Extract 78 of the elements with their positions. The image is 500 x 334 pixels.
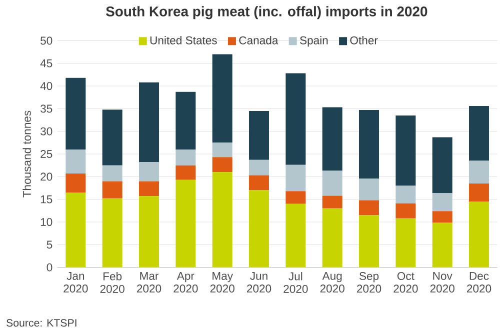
legend-label: Other: [350, 36, 378, 44]
bar: [139, 181, 159, 196]
y-tick-label: 5: [46, 240, 52, 249]
x-tick-label: Jan 2020: [64, 272, 88, 293]
x-tick-label: Aug 2020: [320, 272, 344, 293]
y-tick-label: 40: [40, 82, 52, 90]
bar: [322, 208, 342, 268]
bar: [212, 142, 232, 158]
bar: [359, 200, 380, 216]
bar: [139, 162, 159, 182]
bar: [249, 160, 269, 176]
bar: [469, 106, 490, 161]
legend-label: Canada: [239, 36, 278, 44]
legend-label: United States: [150, 36, 217, 44]
bar: [396, 186, 416, 204]
y-tick-label: 10: [40, 218, 52, 226]
y-tick-label: 0: [46, 263, 52, 272]
bar: [212, 157, 232, 172]
bar: [176, 165, 196, 180]
bar: [176, 180, 196, 268]
x-tick-label: May 2020: [210, 272, 234, 293]
y-tick-label: 20: [40, 172, 52, 181]
bar: [359, 215, 380, 268]
x-tick-label: Jul 2020: [284, 272, 308, 293]
bar: [286, 73, 306, 165]
x-tick-label: Apr 2020: [174, 272, 198, 293]
bar: [66, 78, 86, 150]
bar: [102, 110, 122, 166]
bar: [286, 191, 306, 204]
bar: [249, 190, 269, 268]
x-tick-label: Nov 2020: [430, 272, 454, 293]
bar: [249, 175, 269, 190]
y-axis-title: Thousand tonnes: [22, 110, 31, 198]
source-note: Source: KTSPI: [6, 319, 76, 327]
bar: [102, 198, 122, 268]
bar: [249, 110, 269, 160]
bar: [102, 165, 122, 182]
bar: [66, 173, 86, 193]
x-tick-label: Jun 2020: [247, 272, 272, 293]
bar: [286, 164, 306, 192]
bar: [359, 110, 380, 178]
bar: [396, 203, 416, 218]
bar: [396, 218, 416, 268]
x-tick-label: Mar 2020: [137, 272, 162, 293]
bar: [432, 211, 452, 222]
x-tick-label: Dec 2020: [467, 272, 492, 293]
y-tick-label: 35: [40, 104, 52, 113]
x-tick-label: Feb 2020: [100, 272, 124, 293]
bar: [66, 192, 86, 268]
y-tick-label: 45: [40, 59, 52, 68]
bar: [212, 54, 232, 143]
bar: [66, 149, 86, 174]
bar: [469, 183, 490, 202]
bar: [102, 181, 122, 198]
x-tick-label: Sep 2020: [357, 272, 382, 293]
bar: [176, 92, 196, 150]
bar: [469, 202, 490, 268]
bar: [212, 172, 232, 268]
bar: [359, 178, 380, 200]
bar: [322, 107, 342, 171]
bar: [432, 192, 452, 212]
bar: [139, 82, 159, 162]
bar: [432, 222, 452, 268]
bar: [322, 196, 342, 208]
y-tick-label: 25: [40, 150, 52, 158]
legend-label: Spain: [300, 36, 328, 47]
y-tick-label: 15: [40, 195, 52, 204]
bar: [176, 149, 196, 166]
bar: [139, 196, 159, 268]
x-tick-label: Oct 2020: [394, 272, 418, 293]
bar: [322, 170, 342, 196]
bar: [469, 160, 490, 184]
y-tick-label: 30: [40, 127, 52, 136]
bar: [396, 115, 416, 186]
chart-title: South Korea pig meat (inc. offal) imports in 2020: [106, 6, 428, 20]
y-tick-label: 50: [40, 36, 52, 45]
bar: [432, 137, 452, 193]
bar: [286, 204, 306, 268]
